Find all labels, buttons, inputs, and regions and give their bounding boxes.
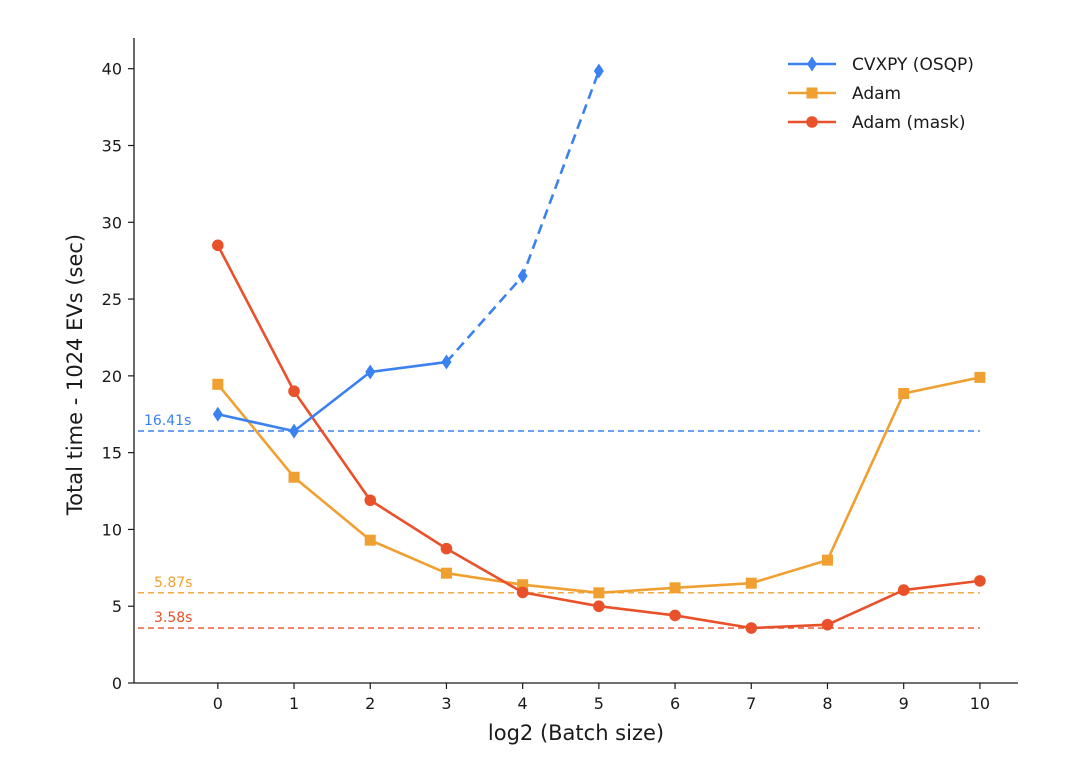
reference-lines: 16.41s 5.87s 3.58s [138, 413, 980, 629]
data-point [212, 378, 224, 390]
series-line [216, 244, 981, 630]
legend-item: CVXPY (OSQP) [788, 55, 974, 75]
x-tick-label: 8 [822, 694, 832, 713]
legend-item: Adam (mask) [788, 113, 965, 133]
data-point [365, 364, 376, 380]
series-line [216, 376, 981, 595]
legend-marker [806, 87, 818, 99]
y-tick-label: 15 [102, 444, 122, 463]
data-point [517, 579, 529, 591]
series-line-dashed [445, 70, 601, 363]
data-point [821, 554, 833, 566]
data-point [364, 534, 376, 546]
data-point [364, 494, 377, 507]
data-point [440, 567, 452, 579]
data-point [897, 584, 910, 596]
legend-marker [806, 116, 818, 128]
data-point [669, 609, 681, 622]
y-tick-label: 10 [102, 520, 122, 539]
data-point [440, 542, 453, 555]
reference-line-label: 16.41s [144, 413, 191, 429]
x-tick-label: 9 [899, 694, 909, 713]
legend-item: Adam [788, 84, 901, 104]
axes: 0 1 2 3 4 5 6 7 8 9 10 0 5 10 15 20 25 30 35 40 [102, 38, 1018, 713]
data-point [441, 354, 452, 370]
x-ticks: 0 1 2 3 4 5 6 7 8 9 10 [213, 683, 990, 713]
y-ticks: 0 5 10 15 20 25 30 35 40 [102, 60, 134, 693]
legend-label: Adam (mask) [852, 113, 965, 133]
data-point [289, 423, 300, 439]
x-tick-label: 7 [746, 694, 756, 713]
x-tick-label: 3 [441, 694, 451, 713]
data-point [821, 618, 834, 631]
data-point [974, 575, 986, 587]
x-tick-label: 2 [365, 694, 375, 713]
series-adam [212, 371, 986, 599]
x-tick-label: 6 [670, 694, 680, 713]
series-layer [212, 63, 986, 634]
data-point [593, 63, 604, 79]
legend-marker [807, 56, 817, 72]
data-point [212, 406, 223, 422]
y-tick-label: 20 [102, 367, 122, 386]
y-tick-label: 5 [112, 597, 122, 616]
y-tick-label: 25 [102, 290, 122, 309]
series-adam-mask [212, 239, 986, 634]
x-tick-label: 10 [970, 694, 990, 713]
data-point [288, 385, 300, 398]
x-axis-title: log2 (Batch size) [488, 721, 664, 745]
y-tick-label: 40 [102, 60, 122, 79]
data-point [516, 586, 529, 599]
y-tick-label: 35 [102, 137, 122, 156]
reference-line-label: 3.58s [154, 610, 192, 626]
data-point [669, 582, 681, 594]
x-tick-label: 1 [289, 694, 299, 713]
data-point [288, 471, 300, 483]
x-tick-label: 5 [594, 694, 604, 713]
data-point [212, 239, 224, 252]
legend-label: CVXPY (OSQP) [852, 55, 974, 75]
x-tick-label: 0 [213, 694, 223, 713]
y-tick-label: 30 [102, 213, 122, 232]
y-tick-label: 0 [112, 674, 122, 693]
data-point [974, 371, 986, 383]
series-cvxpy-osqp [212, 63, 604, 439]
data-point [593, 587, 605, 599]
y-axis-title: Total time - 1024 EVs (sec) [63, 234, 87, 516]
legend: CVXPY (OSQP) Adam Adam (mask) [788, 55, 974, 133]
reference-line-label: 5.87s [154, 575, 192, 591]
x-tick-label: 4 [518, 694, 528, 713]
data-point [745, 577, 757, 589]
data-point [898, 388, 910, 400]
data-point [745, 622, 758, 634]
data-point [593, 600, 605, 613]
data-point [517, 268, 528, 284]
legend-label: Adam [852, 84, 901, 104]
series-line [217, 360, 447, 433]
